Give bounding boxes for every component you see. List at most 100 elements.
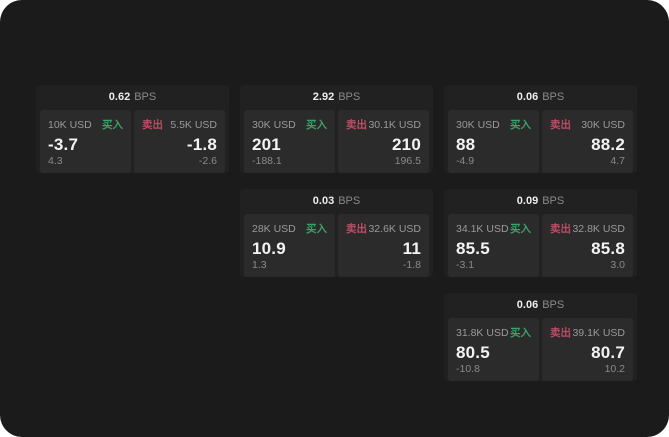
buy-delta-value: 4.3 bbox=[48, 154, 63, 167]
card-bps-header: 2.92 BPS bbox=[240, 85, 433, 110]
card-bps-header: 0.62 BPS bbox=[36, 85, 229, 110]
buy-side-label: 买入 bbox=[510, 119, 531, 131]
buy-side-label: 买入 bbox=[510, 223, 531, 235]
bps-unit: BPS bbox=[542, 195, 565, 207]
sell-delta-value: -1.8 bbox=[402, 258, 421, 271]
buy-side-label: 买入 bbox=[306, 119, 327, 131]
sell-notional-label: 32.8K USD bbox=[572, 222, 625, 235]
sell-panel-top: 卖出 5.5K USD bbox=[142, 117, 217, 132]
bps-value: 0.06 bbox=[516, 91, 539, 103]
sell-quote-panel[interactable]: 卖出 39.1K USD 80.7 10.2 bbox=[542, 318, 633, 381]
bps-value: 0.03 bbox=[312, 195, 335, 207]
buy-price-value: 10.9 bbox=[252, 239, 286, 258]
bps-value: 0.62 bbox=[108, 91, 131, 103]
buy-price-value: 201 bbox=[252, 135, 281, 154]
buy-panel-top: 30K USD 买入 bbox=[252, 117, 327, 132]
card-bps-header: 0.06 BPS bbox=[444, 85, 637, 110]
sell-side-label: 卖出 bbox=[346, 223, 367, 235]
buy-quote-panel[interactable]: 30K USD 买入 201 -188.1 bbox=[244, 110, 335, 173]
buy-quote-panel[interactable]: 34.1K USD 买入 85.5 -3.1 bbox=[448, 214, 539, 277]
card-body: 30K USD 买入 88 -4.9 卖出 30K USD 88.2 4.7 bbox=[444, 110, 637, 177]
buy-panel-top: 10K USD 买入 bbox=[48, 117, 123, 132]
buy-panel-top: 30K USD 买入 bbox=[456, 117, 531, 132]
card-bps-header: 0.06 BPS bbox=[444, 293, 637, 318]
buy-delta-value: -3.1 bbox=[456, 258, 475, 271]
quote-card-grid: 0.62 BPS 10K USD 买入 -3.7 4.3 卖出 5.5K USD bbox=[36, 85, 637, 381]
quote-card: 0.03 BPS 28K USD 买入 10.9 1.3 卖出 32.6K US… bbox=[240, 189, 433, 277]
bps-unit: BPS bbox=[338, 91, 361, 103]
sell-quote-panel[interactable]: 卖出 30K USD 88.2 4.7 bbox=[542, 110, 633, 173]
sell-price-value: 85.8 bbox=[591, 239, 625, 258]
sell-side-label: 卖出 bbox=[550, 119, 571, 131]
buy-notional-label: 30K USD bbox=[456, 118, 500, 131]
buy-side-label: 买入 bbox=[102, 119, 123, 131]
sell-delta-value: 4.7 bbox=[610, 154, 625, 167]
sell-delta-value: 3.0 bbox=[610, 258, 625, 271]
buy-notional-label: 10K USD bbox=[48, 118, 92, 131]
sell-side-label: 卖出 bbox=[550, 327, 571, 339]
buy-price-value: 88 bbox=[456, 135, 476, 154]
quote-card: 2.92 BPS 30K USD 买入 201 -188.1 卖出 30.1K … bbox=[240, 85, 433, 173]
quote-card: 0.06 BPS 30K USD 买入 88 -4.9 卖出 30K USD bbox=[444, 85, 637, 173]
sell-panel-top: 卖出 30K USD bbox=[550, 117, 625, 132]
sell-side-label: 卖出 bbox=[142, 119, 163, 131]
buy-panel-top: 34.1K USD 买入 bbox=[456, 221, 531, 236]
buy-notional-label: 28K USD bbox=[252, 222, 296, 235]
sell-side-label: 卖出 bbox=[346, 119, 367, 131]
sell-notional-label: 30.1K USD bbox=[368, 118, 421, 131]
sell-price-value: 80.7 bbox=[591, 343, 625, 362]
card-body: 34.1K USD 买入 85.5 -3.1 卖出 32.8K USD 85.8… bbox=[444, 214, 637, 281]
buy-delta-value: -4.9 bbox=[456, 154, 475, 167]
buy-quote-panel[interactable]: 10K USD 买入 -3.7 4.3 bbox=[40, 110, 131, 173]
sell-side-label: 卖出 bbox=[550, 223, 571, 235]
sell-notional-label: 32.6K USD bbox=[368, 222, 421, 235]
sell-notional-label: 39.1K USD bbox=[572, 326, 625, 339]
sell-price-value: 88.2 bbox=[591, 135, 625, 154]
buy-price-value: -3.7 bbox=[48, 135, 79, 154]
buy-delta-value: 1.3 bbox=[252, 258, 267, 271]
card-bps-header: 0.03 BPS bbox=[240, 189, 433, 214]
buy-panel-top: 31.8K USD 买入 bbox=[456, 325, 531, 340]
buy-price-value: 80.5 bbox=[456, 343, 490, 362]
buy-quote-panel[interactable]: 28K USD 买入 10.9 1.3 bbox=[244, 214, 335, 277]
sell-notional-label: 30K USD bbox=[581, 118, 625, 131]
buy-side-label: 买入 bbox=[306, 223, 327, 235]
buy-panel-top: 28K USD 买入 bbox=[252, 221, 327, 236]
buy-quote-panel[interactable]: 31.8K USD 买入 80.5 -10.8 bbox=[448, 318, 539, 381]
buy-notional-label: 31.8K USD bbox=[456, 326, 509, 339]
sell-delta-value: 196.5 bbox=[394, 154, 421, 167]
sell-notional-label: 5.5K USD bbox=[170, 118, 217, 131]
sell-price-value: 210 bbox=[392, 135, 421, 154]
sell-quote-panel[interactable]: 卖出 32.8K USD 85.8 3.0 bbox=[542, 214, 633, 277]
card-bps-header: 0.09 BPS bbox=[444, 189, 637, 214]
bps-unit: BPS bbox=[338, 195, 361, 207]
sell-price-value: -1.8 bbox=[186, 135, 217, 154]
bps-value: 2.92 bbox=[312, 91, 335, 103]
quote-card: 0.09 BPS 34.1K USD 买入 85.5 -3.1 卖出 32.8K… bbox=[444, 189, 637, 277]
bps-unit: BPS bbox=[542, 299, 565, 311]
buy-delta-value: -10.8 bbox=[456, 362, 480, 375]
card-body: 30K USD 买入 201 -188.1 卖出 30.1K USD 210 1… bbox=[240, 110, 433, 177]
quote-card: 0.06 BPS 31.8K USD 买入 80.5 -10.8 卖出 39.1… bbox=[444, 293, 637, 381]
bps-unit: BPS bbox=[542, 91, 565, 103]
card-body: 28K USD 买入 10.9 1.3 卖出 32.6K USD 11 -1.8 bbox=[240, 214, 433, 281]
sell-delta-value: 10.2 bbox=[604, 362, 625, 375]
sell-panel-top: 卖出 32.8K USD bbox=[550, 221, 625, 236]
sell-panel-top: 卖出 32.6K USD bbox=[346, 221, 421, 236]
sell-quote-panel[interactable]: 卖出 5.5K USD -1.8 -2.6 bbox=[134, 110, 225, 173]
card-body: 10K USD 买入 -3.7 4.3 卖出 5.5K USD -1.8 -2.… bbox=[36, 110, 229, 177]
quote-card: 0.62 BPS 10K USD 买入 -3.7 4.3 卖出 5.5K USD bbox=[36, 85, 229, 173]
bps-value: 0.06 bbox=[516, 299, 539, 311]
bps-value: 0.09 bbox=[516, 195, 539, 207]
buy-side-label: 买入 bbox=[510, 327, 531, 339]
buy-notional-label: 34.1K USD bbox=[456, 222, 509, 235]
buy-quote-panel[interactable]: 30K USD 买入 88 -4.9 bbox=[448, 110, 539, 173]
buy-delta-value: -188.1 bbox=[252, 154, 282, 167]
sell-quote-panel[interactable]: 卖出 32.6K USD 11 -1.8 bbox=[338, 214, 429, 277]
sell-delta-value: -2.6 bbox=[198, 154, 217, 167]
sell-price-value: 11 bbox=[402, 239, 421, 258]
sell-quote-panel[interactable]: 卖出 30.1K USD 210 196.5 bbox=[338, 110, 429, 173]
buy-notional-label: 30K USD bbox=[252, 118, 296, 131]
bps-unit: BPS bbox=[134, 91, 157, 103]
